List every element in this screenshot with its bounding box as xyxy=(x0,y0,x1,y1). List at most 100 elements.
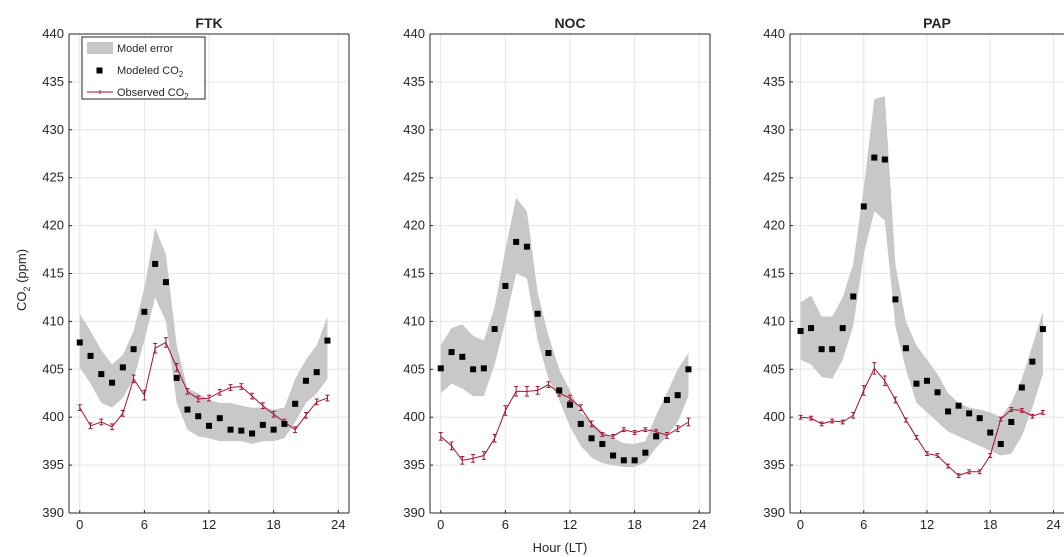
y-tick-label: 440 xyxy=(42,26,64,41)
modeled-co2-point xyxy=(448,349,455,356)
legend-observed-prefix: Observed CO xyxy=(117,87,185,99)
y-axis-label-main: CO xyxy=(14,292,29,312)
modeled-co2-point xyxy=(141,308,148,315)
y-tick-label: 410 xyxy=(763,313,785,328)
modeled-co2-point xyxy=(902,345,909,352)
panel-title-pap: PAP xyxy=(923,15,951,31)
x-tick-label: 24 xyxy=(331,517,345,532)
modeled-co2-point xyxy=(1018,384,1025,391)
modeled-co2-point xyxy=(238,427,245,434)
modeled-co2-point xyxy=(1029,358,1036,365)
y-tick-label: 415 xyxy=(403,266,425,281)
modeled-co2-point xyxy=(470,366,477,373)
modeled-co2-point xyxy=(599,441,606,448)
x-tick-label: 0 xyxy=(437,517,444,532)
y-tick-label: 400 xyxy=(763,409,785,424)
chart-panel-pap: 390 395 400 405 410 415 420 425 430 435 440 0 6 12 18 2… xyxy=(763,15,1064,532)
modeled-co2-point xyxy=(860,203,867,210)
modeled-co2-point xyxy=(610,452,617,459)
panel-title-noc: NOC xyxy=(554,15,585,31)
y-tick-label: 420 xyxy=(763,218,785,233)
modeled-co2-point xyxy=(206,422,212,429)
legend-label-modeled: Modeled CO2 xyxy=(117,65,184,79)
modeled-co2-point xyxy=(797,327,804,334)
y-tick-label: 405 xyxy=(763,361,785,376)
y-tick-label: 435 xyxy=(763,74,785,89)
modeled-co2-point xyxy=(642,449,649,456)
modeled-co2-point xyxy=(808,325,815,332)
y-tick-label: 400 xyxy=(403,409,425,424)
modeled-co2-point xyxy=(259,421,266,428)
modeled-co2-point xyxy=(324,337,331,344)
y-axis-label: CO2 (ppm) xyxy=(14,249,32,311)
chart-panel-ftk: 390 395 400 405 410 415 420 425 430 435 440 0 6 12 18 2… xyxy=(42,15,350,532)
modeled-co2-point xyxy=(249,430,256,437)
modeled-co2-point xyxy=(437,365,444,372)
modeled-co2-point xyxy=(871,154,878,161)
modeled-co2-point xyxy=(818,346,825,353)
legend-label-model-error: Model error xyxy=(117,43,174,55)
legend-marker-modeled xyxy=(96,67,103,74)
y-axis-label-unit: (ppm) xyxy=(14,249,29,287)
modeled-co2-point xyxy=(1039,326,1046,333)
y-tick-label: 410 xyxy=(42,313,64,328)
modeled-co2-point xyxy=(130,346,137,353)
modeled-co2-point xyxy=(184,406,191,413)
x-tick-label: 6 xyxy=(141,517,148,532)
y-tick-label: 395 xyxy=(403,457,425,472)
x-tick-label: 6 xyxy=(502,517,509,532)
modeled-co2-point xyxy=(119,364,126,371)
y-tick-label: 425 xyxy=(42,170,64,185)
modeled-co2-point xyxy=(292,400,299,407)
y-tick-label: 400 xyxy=(42,409,64,424)
modeled-co2-point xyxy=(98,371,105,378)
modeled-co2-point xyxy=(480,365,487,372)
modeled-co2-point xyxy=(109,379,116,386)
chart-panel-noc: 390 395 400 405 410 415 420 425 430 435 440 0 6 12 18 2… xyxy=(403,15,711,532)
y-tick-label: 415 xyxy=(42,266,64,281)
y-tick-label: 420 xyxy=(42,218,64,233)
modeled-co2-point xyxy=(513,238,520,245)
modeled-co2-point xyxy=(976,415,983,422)
y-axis-label-sub: 2 xyxy=(22,287,32,292)
observed-co2-line xyxy=(440,384,689,461)
modeled-co2-point xyxy=(313,369,320,376)
y-tick-label: 405 xyxy=(403,361,425,376)
modeled-co2-point xyxy=(588,435,595,442)
modeled-co2-point xyxy=(663,396,670,403)
legend-observed-sub: 2 xyxy=(184,92,189,101)
modeled-co2-point xyxy=(556,387,563,394)
y-tick-label: 430 xyxy=(403,122,425,137)
modeled-co2-point xyxy=(502,282,509,289)
modeled-co2-point xyxy=(892,296,899,303)
y-tick-label: 430 xyxy=(42,122,64,137)
legend-modeled-prefix: Modeled CO xyxy=(117,65,179,77)
y-tick-label: 440 xyxy=(763,26,785,41)
modeled-co2-point xyxy=(545,350,552,357)
x-tick-label: 12 xyxy=(920,517,934,532)
x-tick-label: 18 xyxy=(983,517,997,532)
y-tick-label: 430 xyxy=(763,122,785,137)
modeled-co2-point xyxy=(270,426,277,433)
x-tick-label: 0 xyxy=(797,517,804,532)
modeled-co2-point xyxy=(534,310,541,317)
modeled-co2-point xyxy=(997,441,1004,448)
modeled-co2-point xyxy=(577,420,584,427)
y-tick-label: 390 xyxy=(42,505,64,520)
y-tick-label: 390 xyxy=(763,505,785,520)
modeled-co2-point xyxy=(839,325,846,332)
x-tick-label: 12 xyxy=(563,517,577,532)
y-tick-label: 395 xyxy=(42,457,64,472)
modeled-co2-point xyxy=(881,156,888,163)
y-tick-label: 420 xyxy=(403,218,425,233)
model-error-band xyxy=(800,96,1043,456)
x-tick-label: 12 xyxy=(202,517,216,532)
modeled-co2-point xyxy=(302,377,309,384)
modeled-co2-point xyxy=(653,433,660,440)
modeled-co2-point xyxy=(955,402,962,409)
modeled-co2-point xyxy=(631,457,638,464)
modeled-co2-point xyxy=(523,243,530,250)
x-tick-label: 0 xyxy=(76,517,83,532)
y-tick-label: 410 xyxy=(403,313,425,328)
modeled-co2-point xyxy=(620,457,627,464)
